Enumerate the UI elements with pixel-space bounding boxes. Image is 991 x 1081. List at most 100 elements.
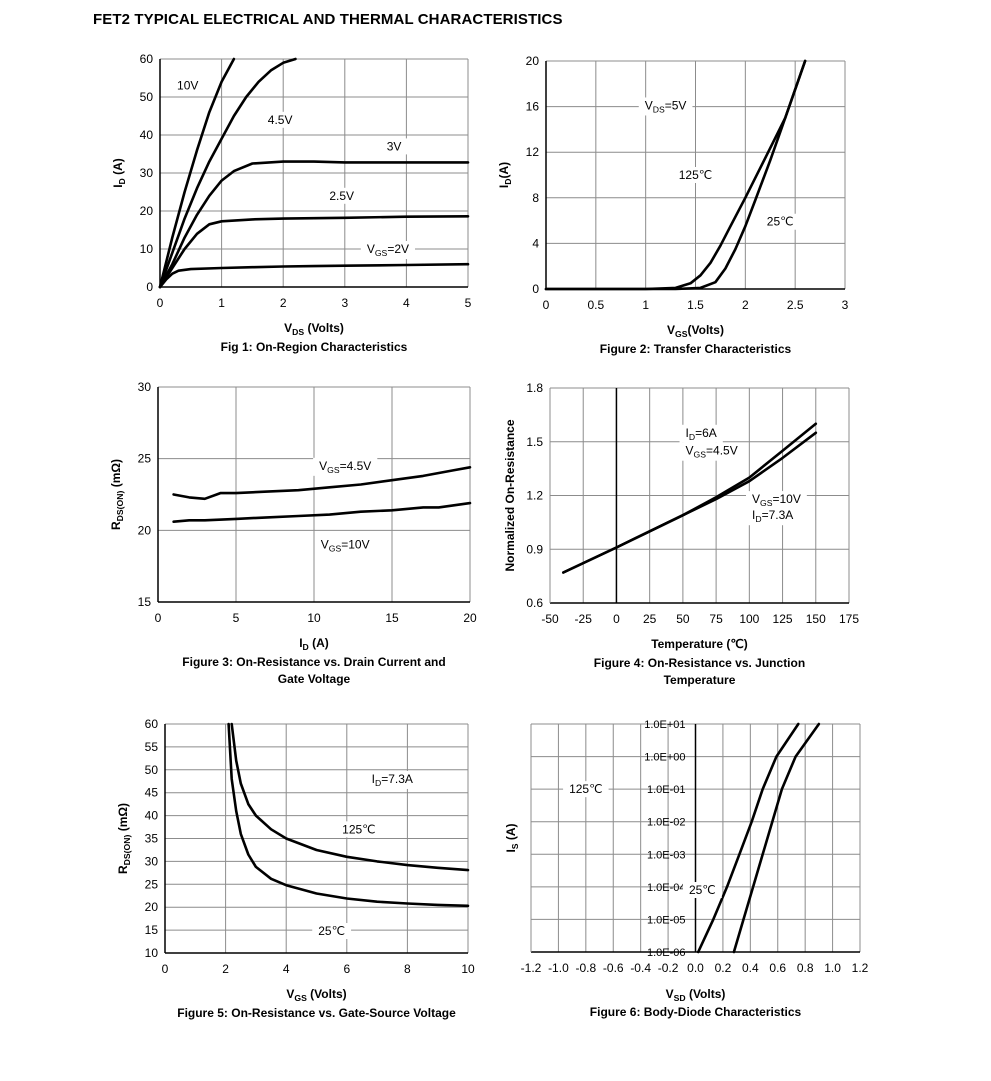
y-tick-label: 1.0E-05	[647, 914, 686, 926]
annotation-bg	[760, 213, 800, 230]
x-tick-label: 0	[162, 962, 169, 976]
fig3-series-1	[172, 466, 472, 501]
annotation-label: VDS=5V	[645, 98, 687, 114]
annotation-bg	[261, 111, 299, 128]
fig6-series-1	[696, 722, 800, 954]
x-tick-label: -50	[541, 612, 559, 626]
fig1-y-axis-label: ID (A)	[111, 158, 127, 188]
fig5-caption: Figure 5: On-Resistance vs. Gate-Source …	[177, 1006, 456, 1020]
y-tick-label: 1.5	[526, 435, 543, 449]
y-tick-label: 0	[532, 282, 539, 296]
y-tick-label: 12	[526, 145, 540, 159]
fig4-x-axis-label: Temperature (℃)	[651, 637, 748, 651]
y-tick-label: 30	[140, 166, 154, 180]
annotation-label: 25℃	[767, 215, 794, 229]
annotation-bg	[360, 241, 416, 259]
y-tick-label: 1.0E+01	[644, 719, 685, 731]
y-tick-label: 1.0E-06	[647, 947, 686, 959]
x-tick-label: 4	[403, 296, 410, 310]
x-tick-label: 4	[283, 962, 290, 976]
annotation-bg	[312, 923, 352, 940]
fig3-x-axis-label: ID (A)	[299, 636, 329, 652]
annotation-bg	[380, 138, 408, 155]
x-tick-label: 2	[280, 296, 287, 310]
y-tick-label: 45	[145, 786, 159, 800]
x-tick-label: 0	[157, 296, 164, 310]
x-tick-label: -0.4	[630, 961, 651, 975]
annotation-bg	[323, 187, 361, 204]
x-tick-label: 0	[155, 611, 162, 625]
x-tick-label: 0.6	[769, 961, 786, 975]
y-tick-label: 1.0E+00	[644, 752, 685, 764]
y-tick-label: 1.8	[526, 381, 543, 395]
annotation-label: ID=7.3A	[752, 508, 793, 524]
x-tick-label: 1.5	[687, 298, 704, 312]
fig4-caption: Temperature	[664, 673, 736, 687]
x-tick-label: 8	[404, 962, 411, 976]
annotation-label: 125℃	[569, 782, 603, 796]
x-tick-label: 100	[739, 612, 759, 626]
y-tick-label: 20	[138, 523, 152, 537]
x-tick-label: 6	[343, 962, 350, 976]
annotation-bg	[679, 442, 744, 461]
annotation-label: 3V	[387, 139, 402, 153]
annotation-label: 125℃	[342, 822, 376, 836]
x-tick-label: 2.5	[787, 298, 804, 312]
fig1-x-axis-label: VDS (Volts)	[284, 321, 344, 337]
fig5-series-1	[230, 722, 470, 872]
x-tick-label: 2	[742, 298, 749, 312]
x-tick-label: 3	[341, 296, 348, 310]
x-tick-label: -1.2	[521, 961, 542, 975]
x-tick-label: 5	[233, 611, 240, 625]
y-tick-label: 30	[145, 854, 159, 868]
fig4-series-2	[562, 431, 818, 574]
fig1-series-2	[158, 57, 297, 289]
fig6-caption: Figure 6: Body-Diode Characteristics	[590, 1005, 802, 1019]
x-tick-label: 50	[676, 612, 690, 626]
y-tick-label: 1.0E-03	[647, 849, 686, 861]
x-tick-label: 1.2	[852, 961, 869, 975]
fig4-caption: Figure 4: On-Resistance vs. Junction	[594, 656, 805, 670]
x-tick-label: 0.8	[797, 961, 814, 975]
annotation-bg	[745, 491, 807, 510]
x-tick-label: 25	[643, 612, 657, 626]
x-tick-label: 3	[842, 298, 849, 312]
annotation-bg	[745, 507, 800, 526]
x-tick-label: 0	[613, 612, 620, 626]
y-tick-label: 8	[532, 191, 539, 205]
annotation-label: 25℃	[689, 883, 716, 897]
x-tick-label: 10	[461, 962, 475, 976]
y-tick-label: 10	[145, 946, 159, 960]
y-tick-label: 20	[145, 900, 159, 914]
x-tick-label: -25	[575, 612, 593, 626]
y-tick-label: 1.0E-01	[647, 784, 686, 796]
annotation-label: VGS=10V	[752, 492, 801, 508]
y-tick-label: 20	[140, 204, 154, 218]
y-tick-label: 1.0E-02	[647, 817, 686, 829]
annotation-label: VGS=4.5V	[319, 459, 371, 475]
fig6-series-2	[732, 722, 821, 954]
annotation-bg	[314, 536, 376, 555]
fig5-y-axis-label: RDS(ON) (mΩ)	[116, 803, 132, 874]
fig2-x-axis-label: VGS(Volts)	[667, 323, 724, 339]
y-tick-label: 15	[138, 595, 152, 609]
x-tick-label: 5	[465, 296, 472, 310]
fig3-caption: Gate Voltage	[278, 672, 351, 686]
x-tick-label: 20	[463, 611, 477, 625]
y-tick-label: 50	[140, 90, 154, 104]
annotation-bg	[679, 424, 723, 443]
x-tick-label: 0	[543, 298, 550, 312]
y-tick-label: 20	[526, 54, 540, 68]
annotation-bg	[672, 167, 719, 183]
y-tick-label: 40	[145, 809, 159, 823]
annotation-label: 10V	[177, 79, 198, 93]
fig5-series-2	[227, 722, 470, 908]
annotation-label: 25℃	[318, 924, 345, 938]
fig2-series-2	[544, 59, 807, 291]
x-tick-label: 1.0	[824, 961, 841, 975]
y-tick-label: 1.0E-04	[647, 882, 686, 894]
x-tick-label: 0.2	[715, 961, 732, 975]
